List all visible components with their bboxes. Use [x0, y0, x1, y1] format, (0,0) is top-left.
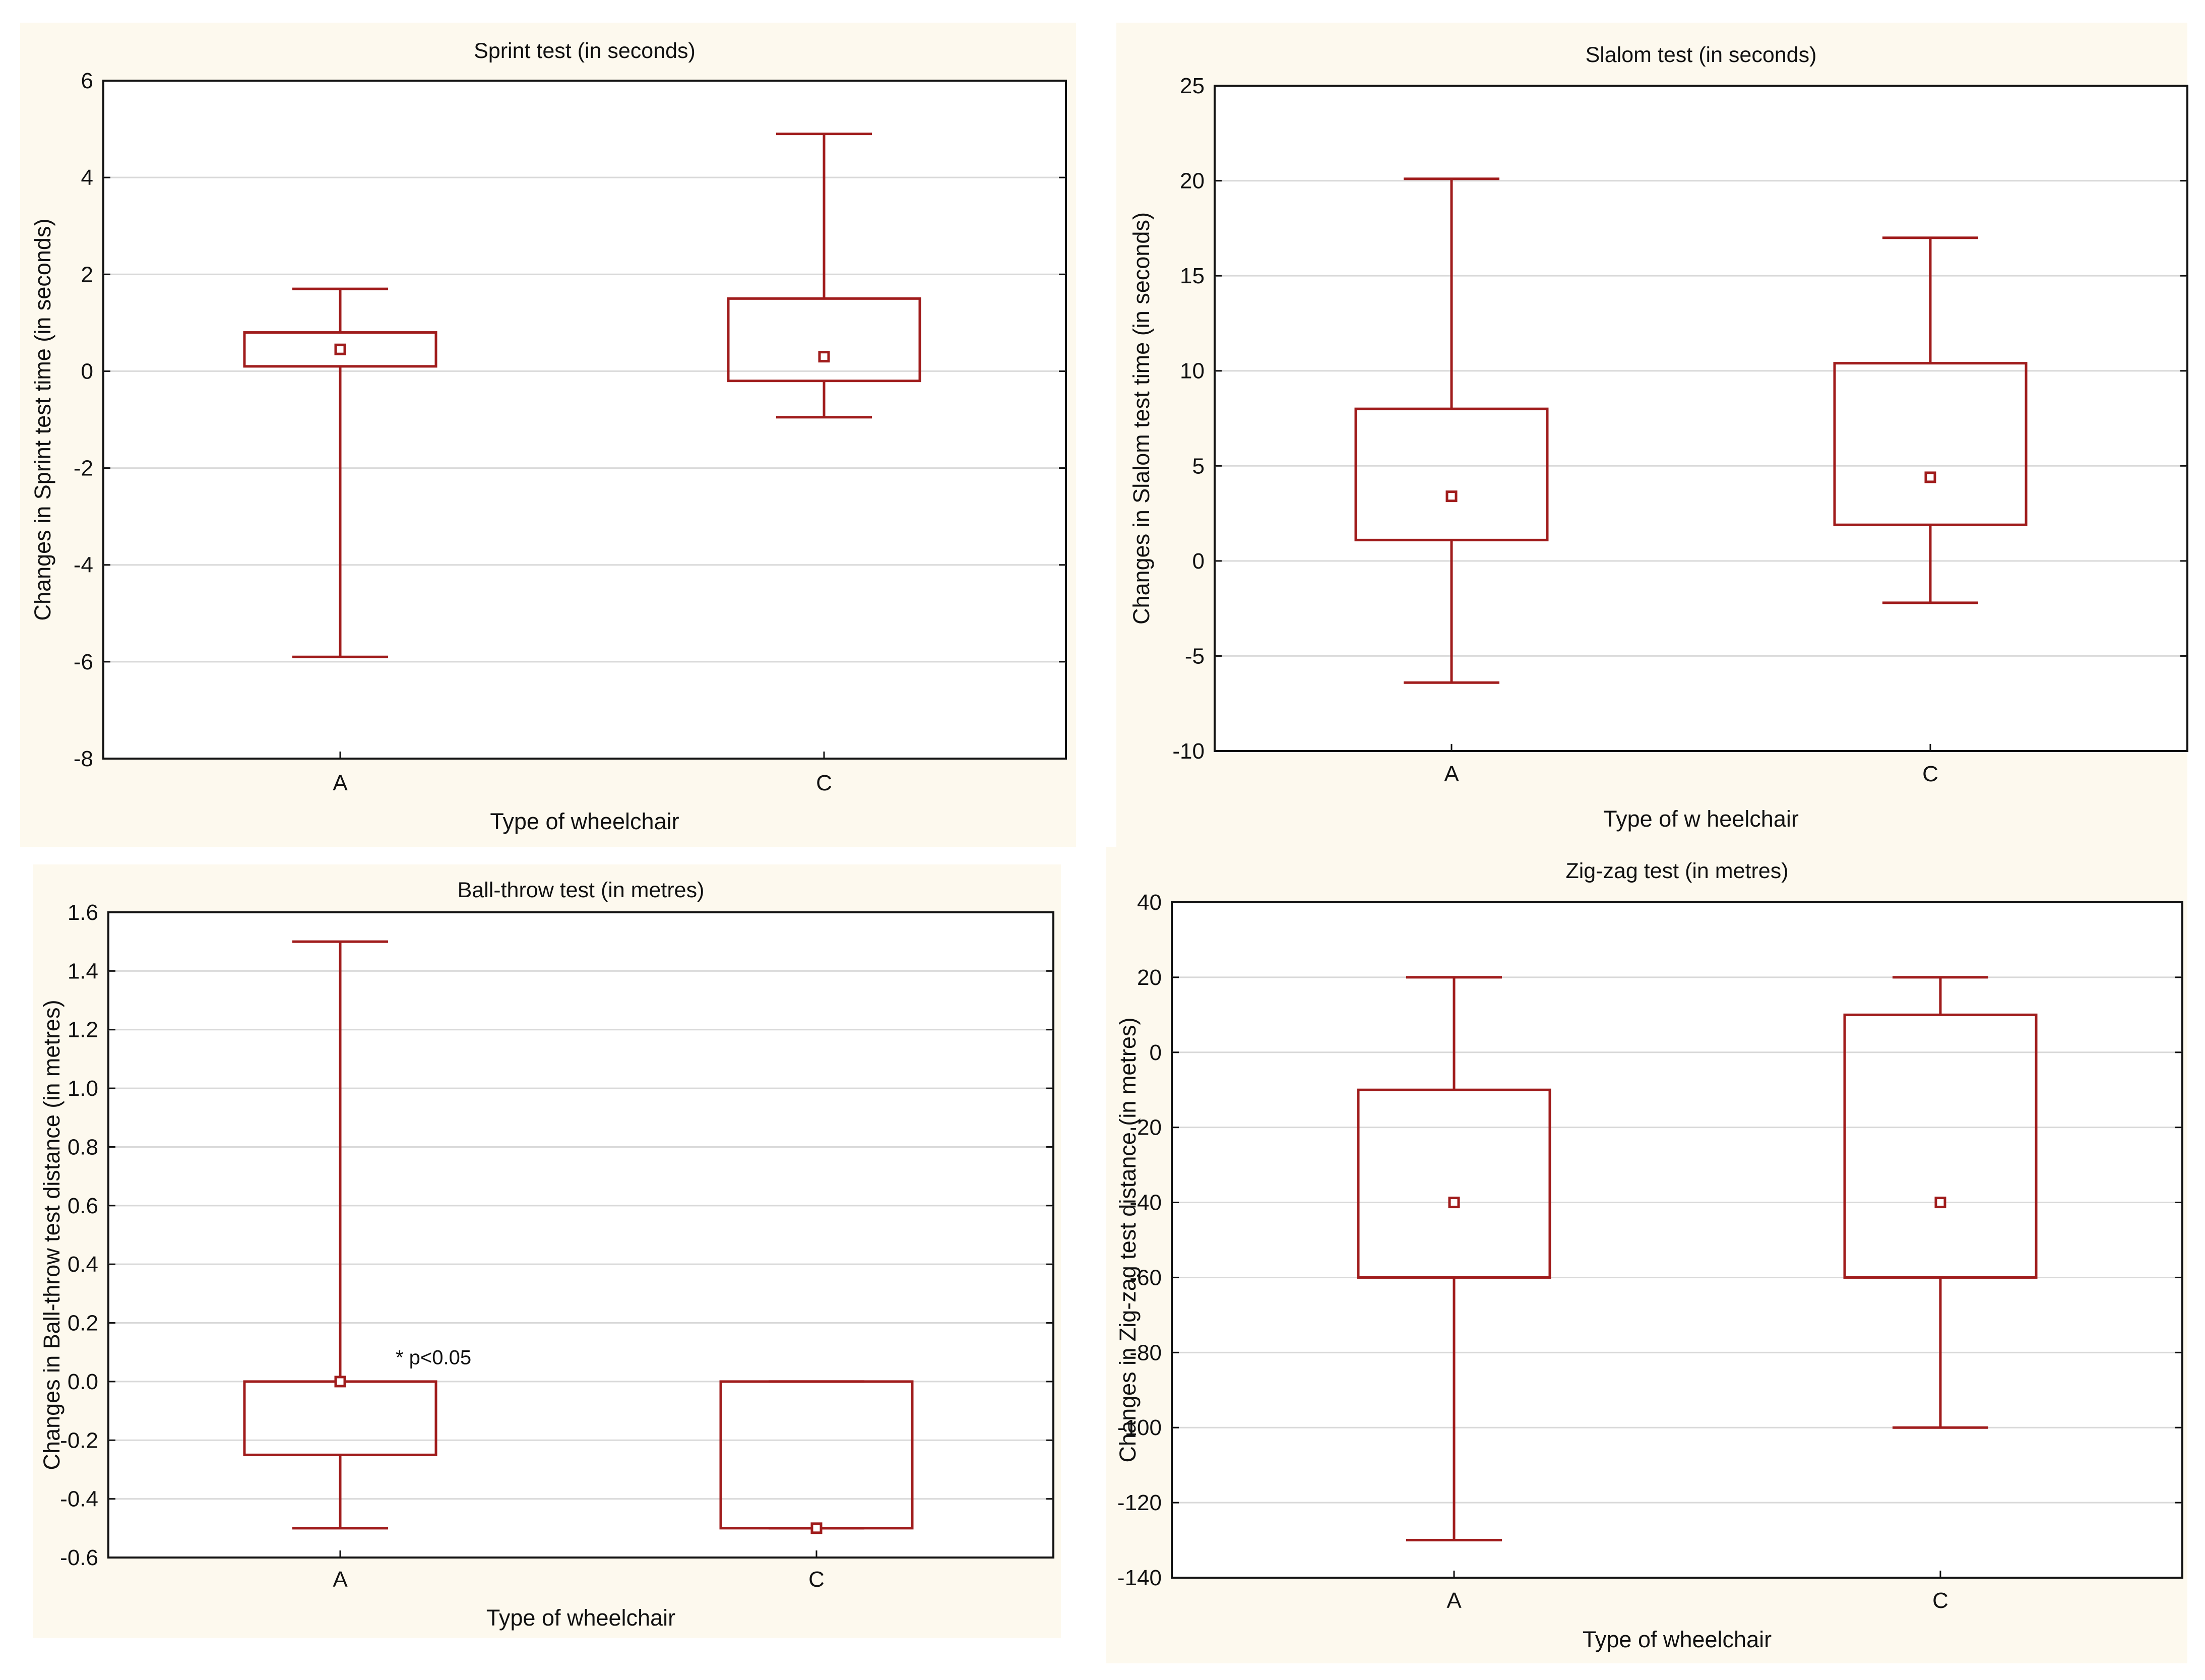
box-a	[1357, 976, 1551, 1542]
y-tick-label: -0.2	[60, 1428, 98, 1453]
y-tick-label: 25	[1180, 74, 1205, 98]
y-tick-label: -60	[1129, 1265, 1162, 1290]
y-tick-label: -120	[1117, 1490, 1162, 1515]
chart-panel-4: 40 20 0 -20 -40 -60 -80 -100 -120 -140 A C Zig-zag t…	[1106, 847, 2187, 1663]
y-tick-label: -140	[1117, 1566, 1162, 1590]
y-axis-label: Changes in Sprint test time (in seconds)	[30, 219, 55, 621]
median-marker	[1445, 490, 1458, 503]
median-marker	[1934, 1197, 1946, 1209]
y-tick-label: 1.0	[68, 1076, 98, 1101]
box-rect	[1843, 1013, 2038, 1279]
plot-area	[102, 80, 1067, 760]
box-rect	[1357, 1088, 1551, 1279]
y-tick-label: -20	[1129, 1115, 1162, 1140]
y-tick-label: 1.6	[68, 900, 98, 925]
y-tick-label: -0.4	[60, 1487, 98, 1512]
y-tick-label: -80	[1129, 1340, 1162, 1365]
y-tick-label: 10	[1180, 359, 1205, 384]
x-tick-label: A	[1444, 762, 1459, 786]
y-tick-label: 20	[1180, 169, 1205, 194]
plot-area	[107, 911, 1054, 1559]
significance-note: * p<0.05	[396, 1346, 471, 1368]
x-axis-label: Type of w heelchair	[1603, 806, 1799, 832]
y-tick-label: -2	[74, 456, 93, 481]
chart-title: Sprint test (in seconds)	[474, 39, 696, 63]
box-c	[1843, 976, 2038, 1429]
y-axis-label: Changes in Ball-throw test distance (in …	[39, 1000, 65, 1470]
box-rect	[1354, 407, 1549, 541]
y-tick-label: 0	[1150, 1040, 1162, 1065]
y-tick-label: 0.4	[68, 1252, 98, 1277]
y-tick-label: 0.8	[68, 1135, 98, 1159]
chart-panel-3: 1.6 1.4 1.2 1.0 0.8 0.6 0.4 0.2 0.0 -0.2 -0.4 -0.6 A…	[33, 864, 1061, 1638]
box-c	[719, 1380, 914, 1534]
box-rect	[727, 297, 921, 383]
box-a	[243, 287, 437, 658]
y-tick-label: -8	[74, 746, 93, 771]
y-tick-label: 0	[1192, 549, 1205, 574]
plot-area	[1214, 85, 2188, 752]
median-marker	[334, 343, 346, 355]
y-tick-label: 0.0	[68, 1370, 98, 1394]
x-tick-label: A	[333, 1567, 348, 1592]
y-tick-label: 0	[81, 359, 93, 384]
x-tick-label: C	[1932, 1588, 1948, 1613]
y-tick-label: -10	[1172, 739, 1205, 764]
x-axis-label: Type of wheelchair	[486, 1605, 675, 1631]
x-tick-label: C	[816, 771, 832, 795]
box-c	[1833, 236, 2028, 604]
y-tick-label: 40	[1137, 890, 1162, 915]
x-tick-label: A	[1446, 1588, 1462, 1613]
y-tick-label: 0.6	[68, 1194, 98, 1218]
median-marker	[818, 351, 830, 363]
y-tick-label: 20	[1137, 965, 1162, 990]
y-tick-label: -40	[1129, 1191, 1162, 1215]
chart-panel-2: 25 20 15 10 5 0 -5 -10 A C Slalom test (in seconds…	[1116, 23, 2188, 847]
median-marker	[1448, 1197, 1460, 1209]
y-tick-label: 1.4	[68, 959, 98, 983]
y-axis-label: Changes in Zig-zag test distance (in met…	[1115, 1018, 1141, 1463]
median-marker	[334, 1376, 346, 1388]
median-marker	[1924, 471, 1936, 483]
median-marker	[810, 1522, 823, 1534]
plot-area	[1171, 901, 2183, 1579]
y-tick-label: 2	[81, 262, 93, 287]
y-tick-label: 4	[81, 165, 93, 190]
y-tick-label: 1.2	[68, 1018, 98, 1042]
box-a	[1354, 177, 1549, 684]
y-tick-label: -0.6	[60, 1545, 98, 1570]
box-c	[727, 133, 921, 419]
y-tick-label: -6	[74, 650, 93, 674]
x-tick-label: C	[1922, 762, 1938, 786]
chart-title: Ball-throw test (in metres)	[458, 878, 705, 902]
x-tick-label: C	[808, 1567, 825, 1592]
y-tick-label: 0.2	[68, 1311, 98, 1336]
y-tick-label: 15	[1180, 264, 1205, 288]
y-tick-label: -5	[1185, 644, 1205, 668]
chart-title: Zig-zag test (in metres)	[1565, 859, 1788, 883]
x-axis-label: Type of wheelchair	[1583, 1627, 1772, 1652]
y-tick-label: -100	[1117, 1415, 1162, 1440]
box-rect	[1833, 362, 2028, 526]
x-tick-label: A	[333, 771, 348, 795]
y-tick-label: 5	[1192, 454, 1205, 478]
y-axis-label: Changes in Slalom test time (in seconds)	[1128, 212, 1154, 625]
x-axis-label: Type of wheelchair	[490, 808, 679, 834]
y-tick-label: 6	[81, 69, 93, 93]
box-rect	[243, 331, 437, 368]
chart-panel-1: 6 4 2 0 -2 -4 -6 -8 A C Sprint test (in seconds) Ty…	[20, 23, 1076, 847]
y-tick-label: -4	[74, 553, 93, 578]
box-a	[243, 940, 437, 1530]
chart-title: Slalom test (in seconds)	[1586, 43, 1817, 67]
